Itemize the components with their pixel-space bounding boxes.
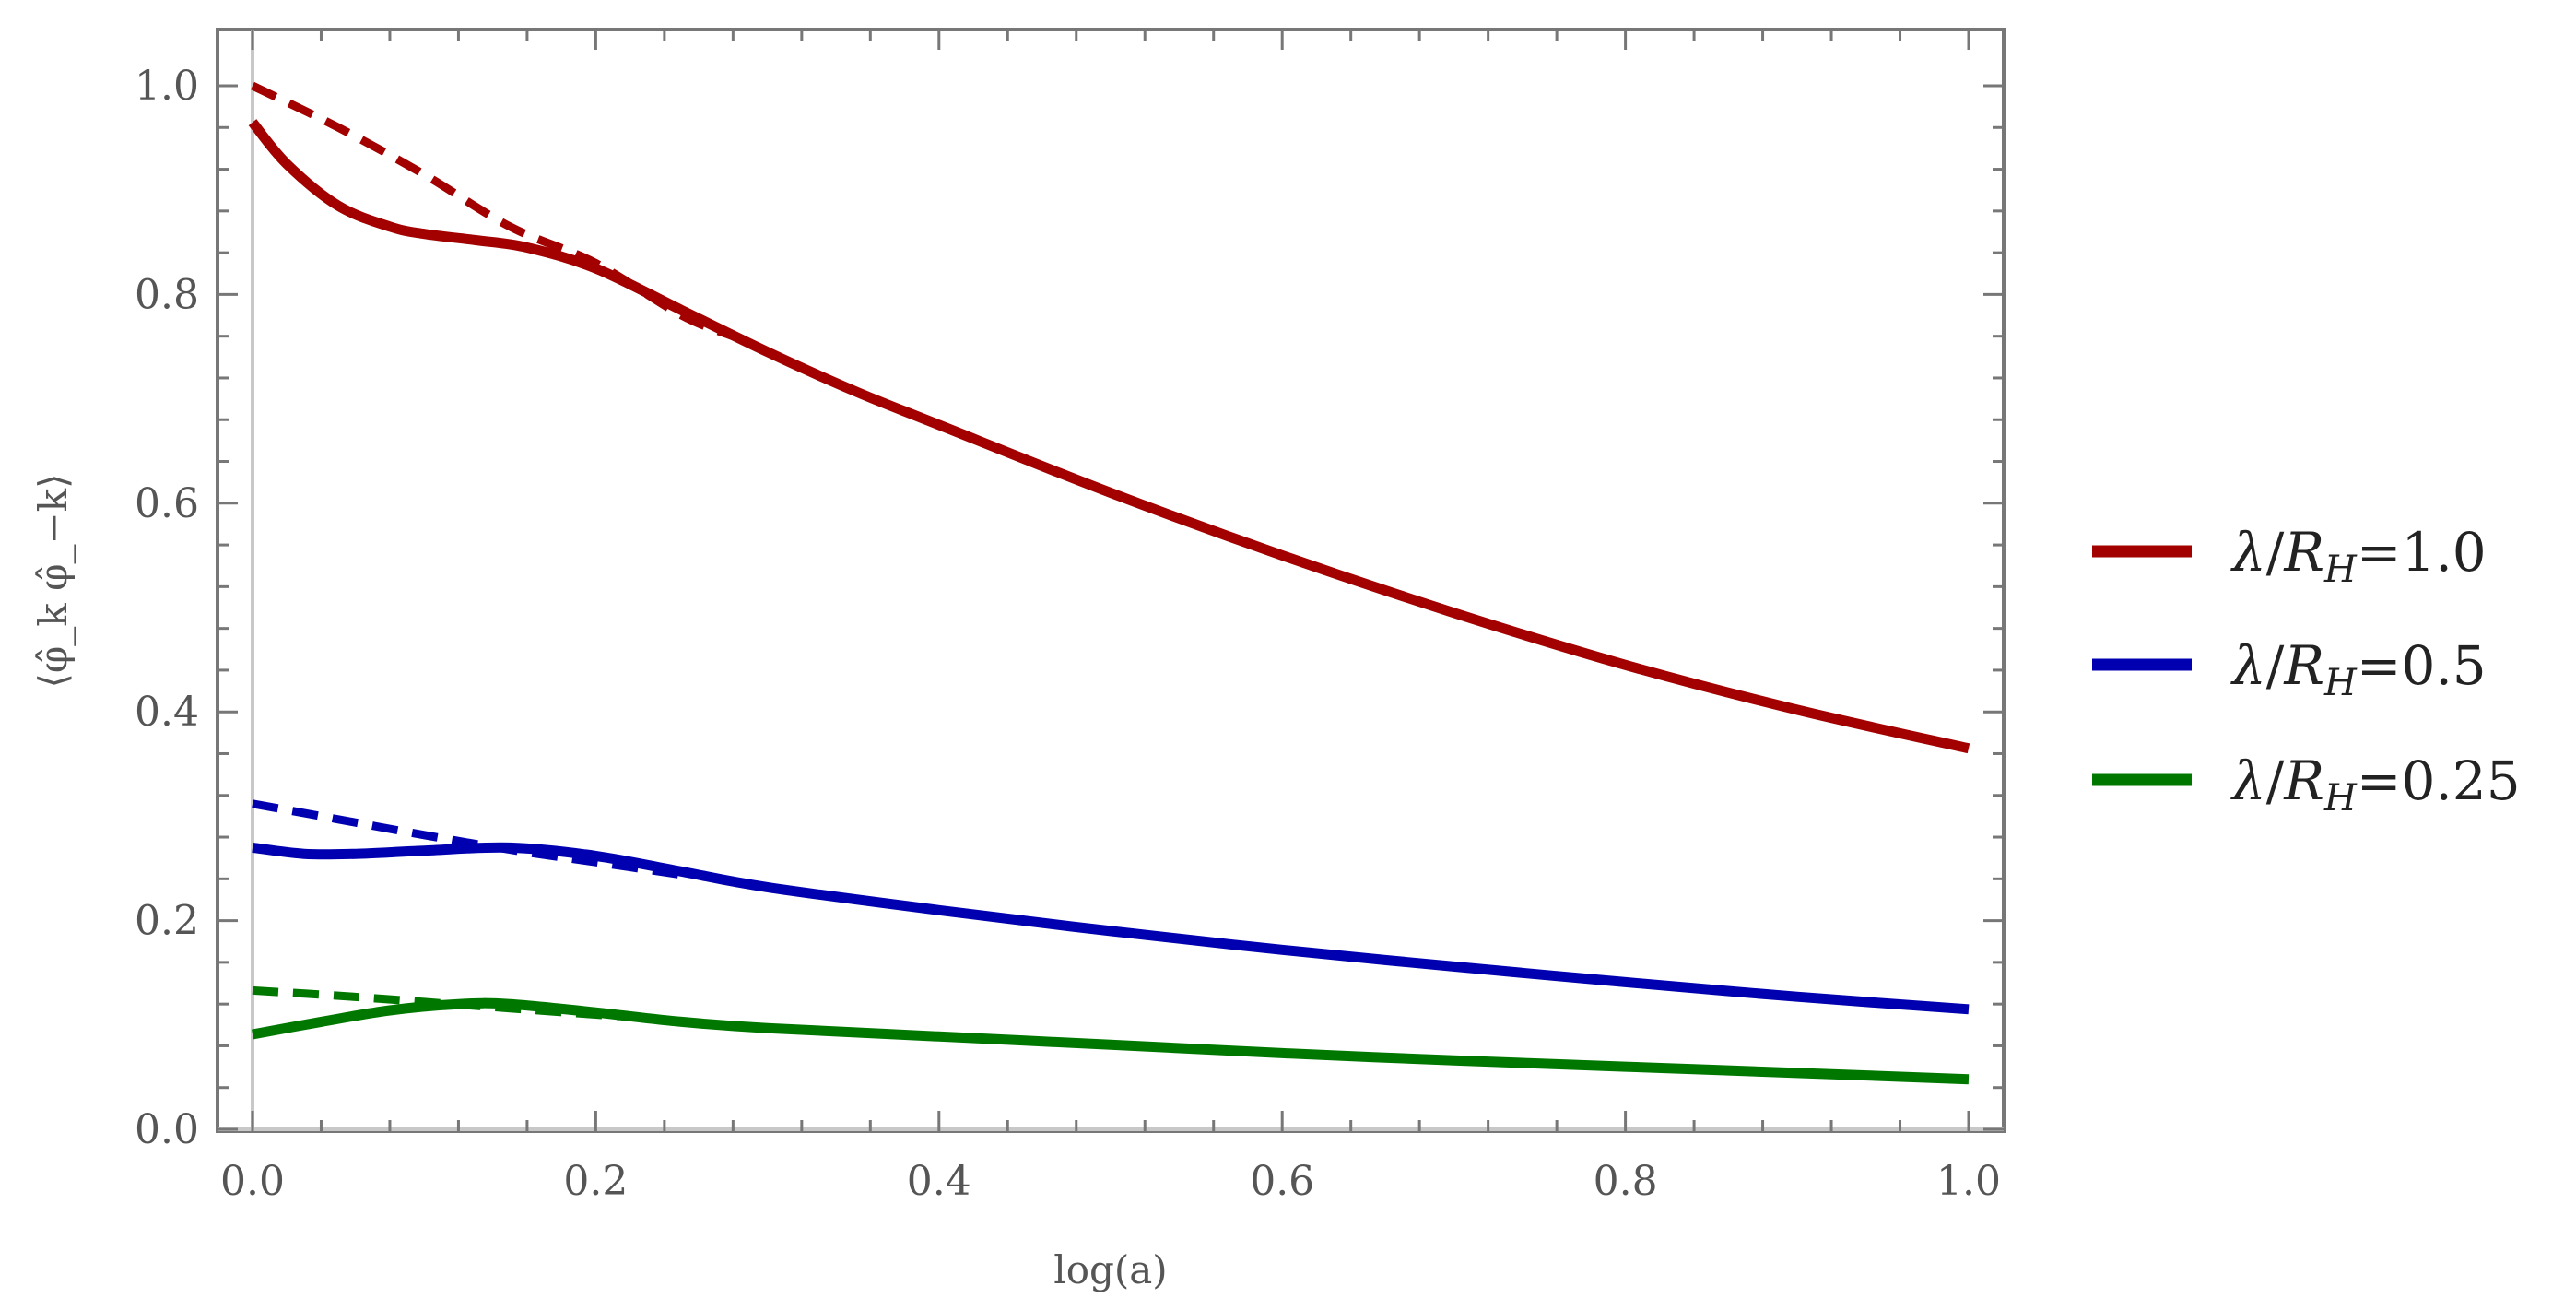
y-axis-title: ⟨φ̂_k φ̂_−k⟩ bbox=[30, 473, 76, 688]
x-tick-label: 1.0 bbox=[1936, 1158, 2001, 1205]
series-line-r-h-0-5 bbox=[252, 842, 1970, 1015]
y-tick-label: 0.2 bbox=[135, 898, 199, 945]
x-tick-label: 0.4 bbox=[907, 1158, 971, 1205]
plot-frame bbox=[216, 28, 2006, 1133]
x-tick-label: 0.0 bbox=[220, 1158, 285, 1205]
y-tick-label: 0.6 bbox=[135, 480, 199, 527]
x-tick-label: 0.2 bbox=[563, 1158, 628, 1205]
axis-ticks bbox=[218, 30, 2004, 1131]
axis-tick-labels: 0.0 0.2 0.4 0.6 0.8 1.0 0.0 0.2 0.4 0.6 0.8 1.0 bbox=[135, 63, 2001, 1205]
data-series bbox=[248, 81, 1970, 1085]
x-axis-title: log(a) bbox=[1053, 1247, 1167, 1292]
series-line-r-h-0-5-dashed bbox=[252, 799, 683, 879]
legend-label: λ/RH=1.0 bbox=[2230, 521, 2487, 591]
y-tick-label: 0.0 bbox=[135, 1106, 199, 1153]
series-line-r-h-1-0-dashed bbox=[251, 81, 735, 340]
legend-label: λ/RH=0.5 bbox=[2230, 634, 2487, 704]
y-tick-label: 0.8 bbox=[135, 271, 199, 318]
legend: λ/RH=1.0 λ/RH=0.5 λ/RH=0.25 bbox=[2092, 521, 2521, 820]
x-tick-label: 0.8 bbox=[1594, 1158, 1658, 1205]
series-line-r-h-0-25 bbox=[251, 997, 1970, 1085]
x-tick-label: 0.6 bbox=[1250, 1158, 1314, 1205]
legend-label: λ/RH=0.25 bbox=[2230, 749, 2521, 820]
series-line-r-h-1-0 bbox=[248, 119, 1970, 754]
y-tick-label: 1.0 bbox=[135, 63, 199, 110]
y-tick-label: 0.4 bbox=[135, 689, 199, 736]
